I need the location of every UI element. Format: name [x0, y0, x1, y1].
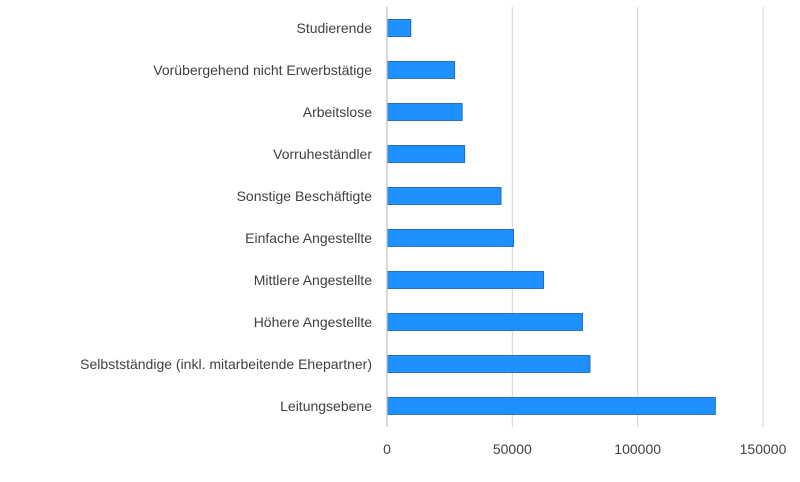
bar — [386, 187, 502, 205]
bar — [386, 19, 412, 37]
bars — [386, 19, 716, 415]
bar — [386, 229, 514, 247]
category-label: Selbstständige (inkl. mitarbeitende Ehep… — [80, 356, 372, 372]
category-label: Höhere Angestellte — [254, 314, 373, 330]
x-tick-label: 150000 — [740, 441, 787, 457]
bar — [386, 103, 463, 121]
x-tick-label: 50000 — [493, 441, 532, 457]
value-axis-tick-labels: 0 50000 100000 150000 — [383, 441, 786, 457]
bar — [386, 145, 466, 163]
category-label: Sonstige Beschäftigte — [237, 188, 373, 204]
bar — [386, 355, 591, 373]
category-label: Studierende — [296, 20, 372, 36]
category-label: Vorruheständler — [273, 146, 372, 162]
x-tick-label: 0 — [383, 441, 391, 457]
bar — [386, 397, 716, 415]
category-label: Leitungsebene — [280, 398, 372, 414]
bar — [386, 313, 583, 331]
category-labels: Leitungsebene Selbstständige (inkl. mitar… — [80, 20, 372, 414]
x-tick-label: 100000 — [614, 441, 661, 457]
category-label: Mittlere Angestellte — [254, 272, 372, 288]
category-label: Einfache Angestellte — [245, 230, 372, 246]
bar — [386, 271, 545, 289]
category-label: Vorübergehend nicht Erwerbstätige — [153, 62, 372, 78]
bar — [386, 61, 456, 79]
category-label: Arbeitslose — [303, 104, 372, 120]
